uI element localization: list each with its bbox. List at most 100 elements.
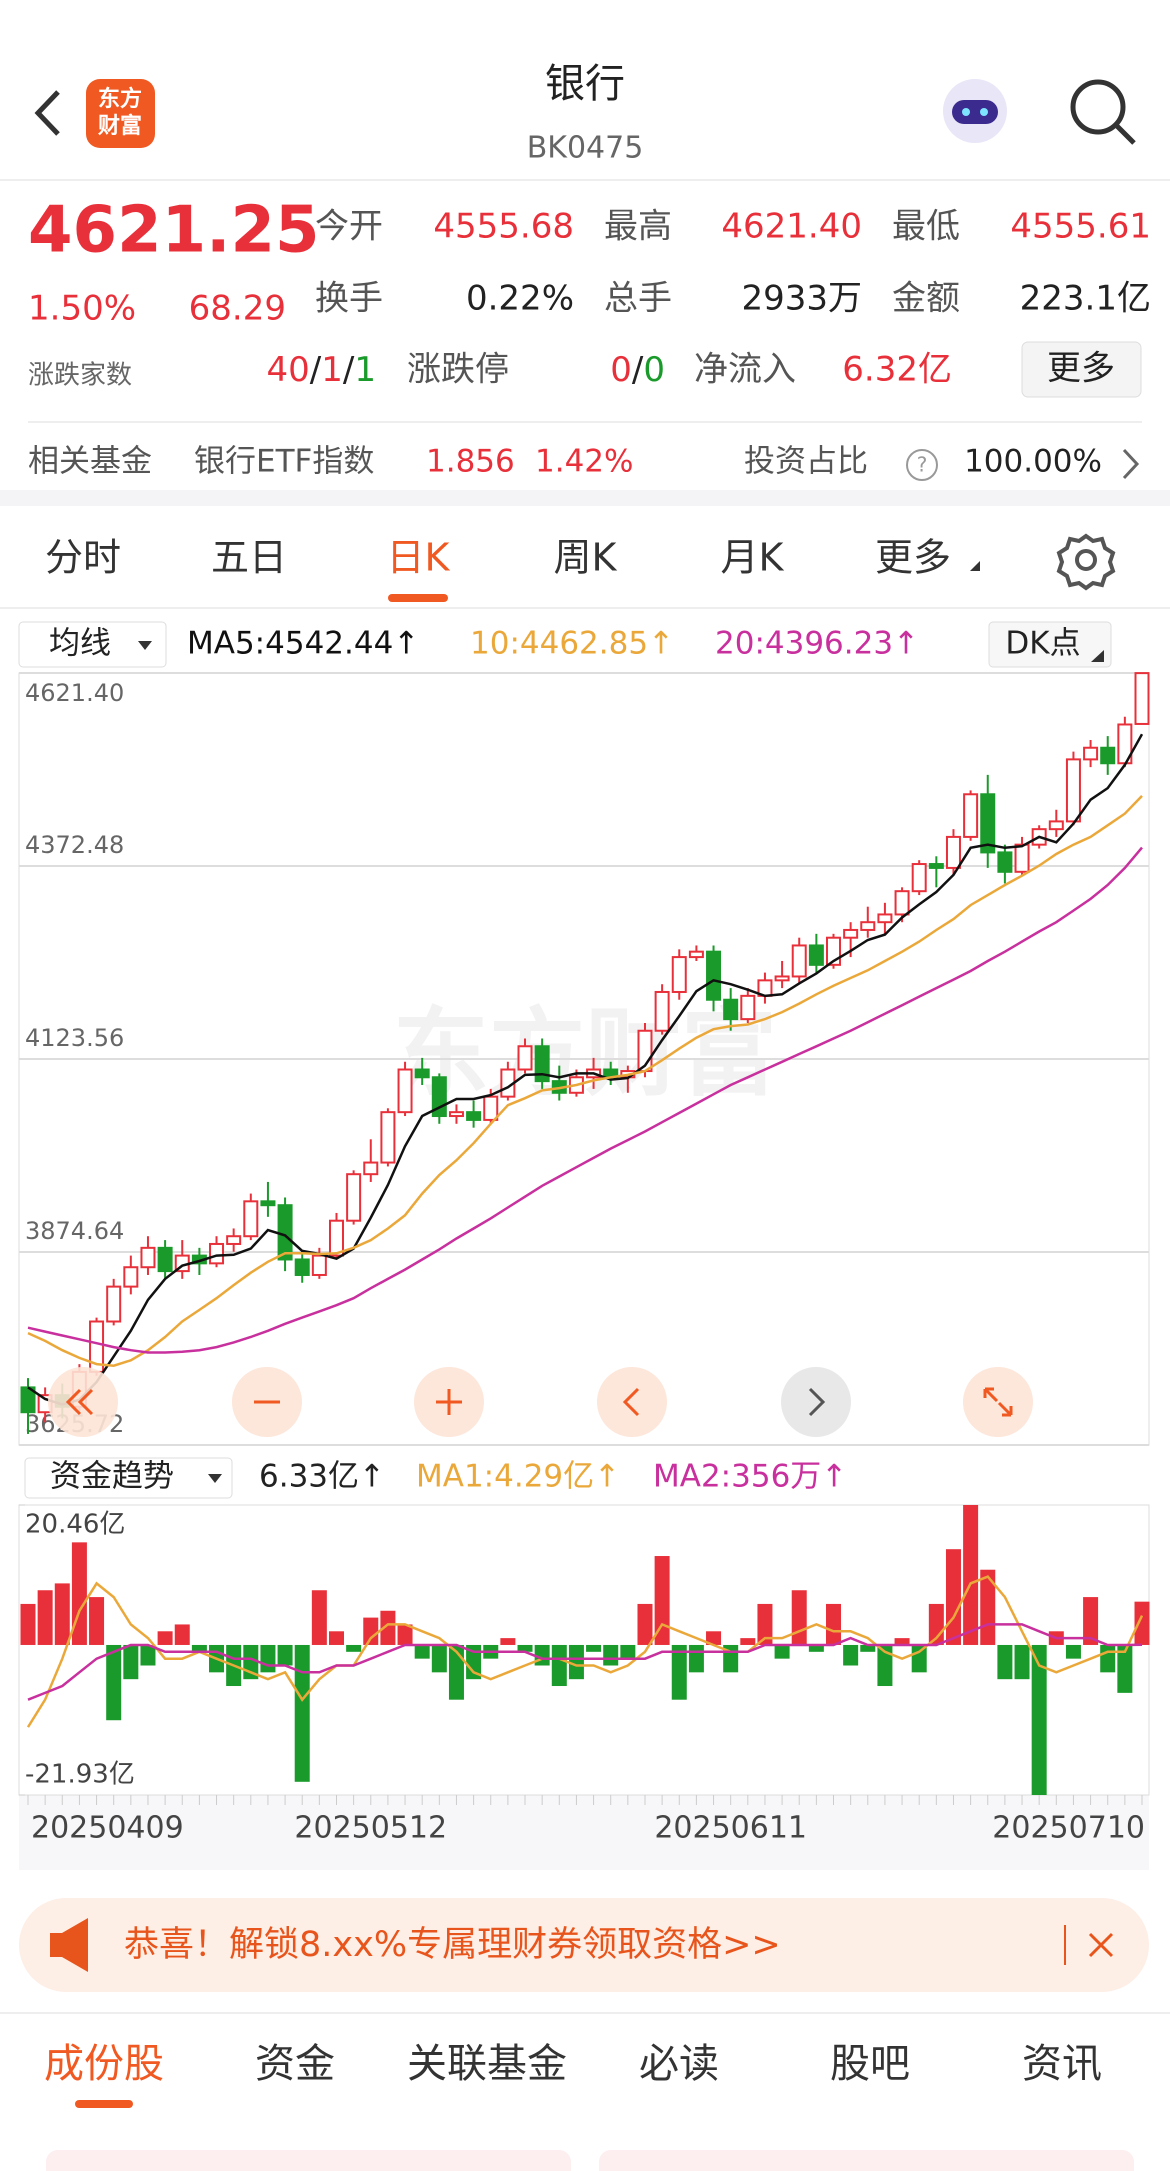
banner-text[interactable]: 恭喜！解锁8.xx%专属理财券领取资格>> (124, 1925, 781, 1965)
flow-bar (174, 1624, 190, 1645)
close-icon[interactable] (1088, 1932, 1114, 1958)
flow-bar (431, 1644, 447, 1673)
chart-control-icon (65, 1388, 94, 1416)
banner[interactable] (19, 1898, 1149, 1992)
y-tick-label: 20.46亿 (25, 1510, 125, 1540)
bottom-tab[interactable]: 资金 (255, 2041, 335, 2087)
candle-body (808, 944, 824, 966)
tab[interactable]: 日K (387, 536, 451, 580)
flow-bar (71, 1542, 87, 1645)
help-text[interactable]: ? (917, 453, 928, 477)
bottom-tab[interactable]: 关联基金 (407, 2041, 567, 2087)
flow-bar (637, 1603, 653, 1645)
chevron[interactable] (1122, 448, 1140, 480)
indicator-select[interactable] (24, 1457, 233, 1499)
flow-bar (706, 1631, 722, 1645)
bottom-tab[interactable]: 成份股 (44, 2041, 164, 2087)
flow-bar (963, 1505, 979, 1645)
flow-bar (140, 1644, 156, 1666)
flow-bar (757, 1603, 773, 1645)
legend-entry: 10:4462.85↑ (470, 626, 674, 662)
chart-control[interactable] (597, 1367, 667, 1437)
flow-bar (1117, 1644, 1133, 1693)
legend-entry: MA2:356万↑ (653, 1459, 847, 1495)
candle-body (277, 1204, 293, 1261)
fund-name[interactable]: 银行ETF指数 (194, 444, 374, 480)
tab[interactable]: 更多 (875, 536, 951, 580)
dk-text[interactable]: DK点 (1005, 626, 1080, 662)
legend: 6.33亿↑ MA1:4.29亿↑ MA2:356万↑ (259, 1459, 847, 1495)
flow-bar (157, 1631, 173, 1645)
breadth: 40/1/1 (267, 350, 376, 390)
more-button-text[interactable]: 更多 (1047, 349, 1115, 389)
candle-body (1014, 843, 1030, 873)
candle-body (688, 950, 704, 959)
chart-control[interactable] (781, 1367, 851, 1437)
chart-control[interactable] (963, 1367, 1033, 1437)
tab[interactable]: 分时 (45, 536, 121, 580)
chart-control-icon (983, 1387, 1013, 1417)
candle-body (1134, 672, 1150, 725)
ma-line (27, 1623, 1143, 1701)
candle-body (911, 863, 927, 893)
card (599, 2150, 1134, 2171)
assistant-icon[interactable] (943, 79, 1007, 143)
flow-bar (1014, 1644, 1030, 1680)
candle-body (877, 913, 893, 924)
ma-line (27, 733, 1144, 1406)
dropdown-icon (138, 641, 152, 650)
flow-bar (774, 1644, 790, 1659)
tab[interactable]: 周K (554, 536, 618, 580)
change: 68.29 (189, 289, 286, 329)
flow-bar (620, 1644, 636, 1659)
candle-body (397, 1068, 413, 1114)
stat-label: 今开 (315, 207, 383, 247)
flow-bar (551, 1644, 567, 1687)
flow-bar (568, 1644, 584, 1680)
stat-label: 最低 (892, 207, 960, 247)
search-icon[interactable] (1070, 79, 1136, 145)
flow-bar (123, 1644, 139, 1680)
flow-bar (260, 1644, 276, 1673)
flow-bar (740, 1638, 756, 1645)
candle-body (363, 1161, 379, 1176)
candle-body (945, 835, 961, 869)
flow-bar (1065, 1644, 1081, 1659)
candle-body (1065, 758, 1081, 823)
help-icon[interactable] (906, 449, 938, 481)
candle-body (157, 1246, 173, 1273)
stat-value: 0.22% (466, 279, 574, 319)
gap (0, 490, 1170, 506)
ratio-label: 投资占比 (744, 444, 868, 480)
indicator-name[interactable]: 均线 (49, 626, 111, 662)
flow-bar (911, 1644, 927, 1673)
megaphone-icon (50, 1918, 88, 1972)
x-tick-label: 20250409 (31, 1811, 184, 1846)
indicator-select[interactable] (18, 621, 167, 668)
back-icon[interactable] (34, 90, 60, 136)
flow-bar (54, 1583, 70, 1645)
flow-bar (877, 1644, 893, 1687)
dk-button[interactable] (988, 621, 1112, 668)
tab-indicator (75, 2100, 133, 2108)
candle-body (106, 1285, 122, 1323)
more-button[interactable] (1021, 341, 1142, 398)
fund-label: 相关基金 (28, 444, 152, 480)
tab[interactable]: 五日 (211, 536, 287, 580)
chart-control[interactable] (48, 1367, 118, 1437)
indicator-name[interactable]: 资金趋势 (50, 1459, 174, 1495)
bottom-tab[interactable]: 股吧 (830, 2041, 910, 2087)
stat-label: 金额 (892, 279, 960, 319)
flow-bar (1031, 1644, 1047, 1795)
settings-icon[interactable] (1056, 533, 1116, 591)
candle-body (209, 1242, 225, 1265)
flow-bar (603, 1644, 619, 1666)
candle-body (740, 994, 756, 1021)
bottom-tab[interactable]: 必读 (639, 2041, 719, 2087)
card (46, 2150, 571, 2171)
tab[interactable]: 月K (721, 536, 785, 580)
candle-body (1083, 746, 1099, 761)
bottom-tab[interactable]: 资讯 (1022, 2041, 1102, 2087)
candle-body (466, 1111, 482, 1121)
